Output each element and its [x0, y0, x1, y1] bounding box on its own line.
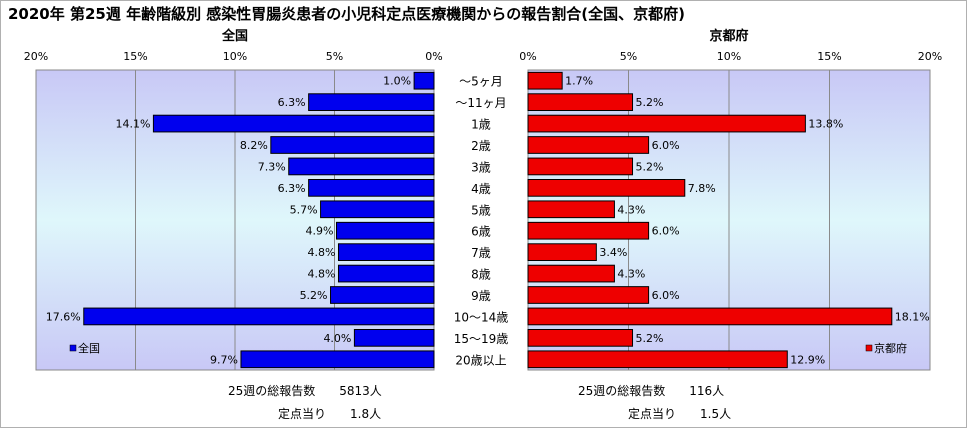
- bar: [527, 264, 615, 283]
- footer-text: 定点当り 1.5人: [628, 406, 731, 421]
- data-label: 5.2%: [636, 96, 664, 109]
- category-label: 5歳: [471, 203, 491, 217]
- bar: [527, 329, 634, 347]
- x-tick-label: 15%: [123, 50, 147, 63]
- data-label: 7.8%: [688, 182, 716, 195]
- data-label: 5.2%: [636, 332, 664, 345]
- bar: [413, 71, 435, 90]
- bar: [527, 243, 597, 262]
- category-label: 6歳: [471, 225, 491, 239]
- bar: [527, 221, 650, 240]
- category-label: 10～14歳: [454, 310, 509, 324]
- bar: [240, 350, 435, 369]
- category-label: 15～19歳: [454, 332, 509, 346]
- footer-text: 25週の総報告数 116人: [578, 383, 724, 398]
- data-label: 17.6%: [46, 310, 81, 323]
- data-label: 6.3%: [278, 182, 306, 195]
- x-tick-label: 20%: [918, 50, 942, 63]
- footer-text: 25週の総報告数 5813人: [228, 383, 382, 398]
- data-label: 6.0%: [652, 225, 680, 238]
- data-label: 4.3%: [617, 268, 645, 281]
- panel-title: 全国: [221, 28, 248, 44]
- bar: [527, 114, 806, 133]
- data-label: 1.7%: [565, 75, 593, 88]
- x-tick-label: 0%: [425, 50, 442, 63]
- data-label: 1.0%: [383, 75, 411, 88]
- data-label: 4.8%: [308, 268, 336, 281]
- x-tick-label: 20%: [24, 50, 48, 63]
- category-label: 2歳: [471, 139, 491, 153]
- data-label: 6.3%: [278, 96, 306, 109]
- data-label: 5.2%: [300, 289, 328, 302]
- bar: [527, 286, 650, 304]
- bar: [288, 157, 435, 176]
- legend-swatch: [69, 344, 77, 352]
- x-tick-label: 5%: [326, 50, 343, 63]
- category-label: 8歳: [471, 268, 491, 282]
- bar: [308, 179, 435, 197]
- x-tick-label: 10%: [223, 50, 247, 63]
- bar: [353, 329, 435, 347]
- bar: [337, 243, 435, 262]
- x-tick-label: 5%: [620, 50, 637, 63]
- data-label: 7.3%: [258, 160, 286, 173]
- bar: [527, 179, 686, 197]
- national-panel: 0% 5% 10% 15% 20% 全国 1.0% 6.3% 14.1% 8.2% 7.3% 6.3%…: [24, 28, 443, 421]
- category-label: 3歳: [471, 160, 491, 174]
- kyoto-panel: 0% 5% 10% 15% 20% 京都府 1.7% 5.2% 13.8% 6.0% 5.2% 7.8…: [519, 28, 942, 421]
- x-tick-label: 10%: [717, 50, 741, 63]
- bar: [527, 93, 634, 111]
- bar: [320, 200, 435, 219]
- bar: [83, 307, 435, 326]
- data-label: 8.2%: [240, 139, 268, 152]
- legend-swatch: [865, 344, 873, 352]
- data-label: 6.0%: [652, 289, 680, 302]
- chart-panels: 0% 5% 10% 15% 20% 全国 1.0% 6.3% 14.1% 8.2% 7.3% 6.3%…: [24, 28, 942, 421]
- category-label: 20歳以上: [455, 353, 506, 367]
- data-label: 18.1%: [895, 310, 930, 323]
- data-label: 4.8%: [308, 246, 336, 259]
- category-label: 7歳: [471, 246, 491, 260]
- category-label: 1歳: [471, 118, 491, 132]
- data-label: 14.1%: [115, 118, 150, 131]
- bar: [337, 264, 435, 283]
- x-tick-label: 0%: [519, 50, 536, 63]
- bar: [335, 221, 435, 240]
- bar: [527, 350, 788, 369]
- data-label: 9.7%: [210, 353, 238, 366]
- data-label: 5.2%: [636, 160, 664, 173]
- bar: [270, 136, 435, 154]
- bar: [527, 307, 893, 326]
- chart-title: 2020年 第25週 年齢階級別 感染性胃腸炎患者の小児科定点医療機関からの報告…: [8, 5, 685, 23]
- data-label: 12.9%: [790, 353, 825, 366]
- bar: [527, 157, 634, 176]
- data-label: 4.9%: [306, 225, 334, 238]
- footer-text: 定点当り 1.8人: [278, 406, 381, 421]
- category-label: 4歳: [471, 182, 491, 196]
- bar: [527, 200, 615, 219]
- category-label: ～11ヶ月: [455, 96, 506, 110]
- data-label: 6.0%: [652, 139, 680, 152]
- data-label: 13.8%: [808, 118, 843, 131]
- category-label: ～5ヶ月: [459, 75, 503, 89]
- category-label: 9歳: [471, 289, 491, 303]
- data-label: 4.3%: [617, 203, 645, 216]
- data-label: 3.4%: [599, 246, 627, 259]
- panel-title: 京都府: [709, 28, 748, 44]
- bar: [330, 286, 435, 304]
- bar: [527, 136, 650, 154]
- data-label: 5.7%: [290, 203, 318, 216]
- legend-label: 京都府: [874, 341, 907, 355]
- bar: [527, 71, 563, 90]
- category-labels: ～5ヶ月 ～11ヶ月 1歳 2歳 3歳 4歳 5歳 6歳 7歳 8歳 9歳 10～14歳 15～19歳 2…: [454, 75, 509, 368]
- legend-label: 全国: [78, 341, 100, 355]
- data-label: 4.0%: [323, 332, 351, 345]
- bar: [152, 114, 435, 133]
- bar: [308, 93, 435, 111]
- x-tick-label: 15%: [817, 50, 841, 63]
